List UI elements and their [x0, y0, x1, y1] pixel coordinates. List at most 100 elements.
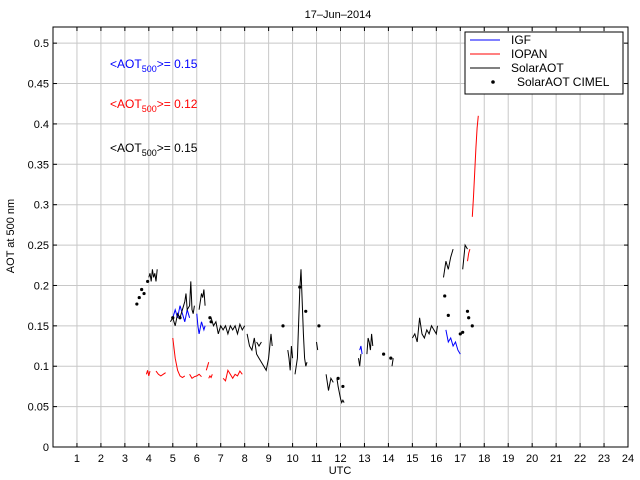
y-tick-label: 0.45 [28, 79, 49, 91]
y-axis-label: AOT at 500 nm [5, 199, 17, 273]
igf-line-segment [172, 305, 191, 322]
x-tick-label: 11 [311, 453, 322, 465]
x-tick-label: 8 [242, 453, 248, 465]
x-axis-ticks: 1 2 3 4 5 6 7 8 9 10 11 12 13 14 15 16 17 18 19 20 21 22 23 24 [74, 27, 634, 465]
solaraot-line-segment [316, 341, 319, 351]
annotation-suffix: >= 0.15 [157, 141, 198, 155]
y-tick-label: 0.3 [34, 200, 49, 212]
annotation-suffix: >= 0.12 [157, 97, 198, 111]
x-tick-label: 15 [406, 453, 418, 465]
x-tick-label: 23 [598, 453, 610, 465]
solaraot-cimel-point [317, 324, 321, 328]
solaraot-cimel-point [209, 320, 213, 324]
solaraot-cimel-point [142, 291, 146, 296]
solaraot-cimel-point [470, 324, 474, 328]
solaraot-cimel-point [458, 332, 462, 336]
solaraot-line-segment [336, 378, 345, 404]
solaraot-cimel-point [140, 287, 144, 292]
solaraot-line-segment [169, 281, 195, 326]
x-tick-label: 12 [334, 453, 346, 465]
annotation-prefix: <AOT [110, 57, 142, 71]
legend-label-igf: IGF [511, 33, 531, 47]
annotation-subscript: 500 [142, 64, 157, 74]
x-tick-label: 17 [454, 453, 466, 465]
y-tick-label: 0 [43, 442, 49, 454]
y-tick-label: 0.35 [28, 159, 49, 171]
solaraot-line-segment [366, 333, 374, 355]
x-tick-label: 24 [622, 453, 634, 465]
x-tick-label: 2 [98, 453, 104, 465]
solaraot-cimel-point [137, 295, 141, 300]
legend-swatch-solaraot-cimel [491, 80, 495, 84]
x-tick-label: 20 [526, 453, 538, 465]
legend-box [464, 31, 624, 95]
y-tick-label: 0.1 [34, 361, 49, 373]
solaraot-cimel-point [146, 279, 150, 284]
series-iopan [145, 115, 479, 382]
solaraot-line-segment [256, 341, 262, 347]
x-tick-label: 7 [218, 453, 224, 465]
igf-line-segment [196, 313, 206, 334]
x-tick-label: 19 [502, 453, 514, 465]
iopan-line-segment [205, 362, 210, 371]
igf-line-segment [445, 329, 461, 355]
x-tick-label: 5 [170, 453, 176, 465]
solaraot-cimel-point [171, 316, 175, 320]
legend-label-iopan: IOPAN [511, 47, 547, 61]
solaraot-cimel-point [467, 316, 471, 320]
solaraot-cimel-point [336, 376, 340, 380]
x-tick-label: 22 [574, 453, 586, 465]
annotation-group: <AOT500>= 0.15<AOT500>= 0.12<AOT500>= 0.… [110, 57, 198, 158]
solaraot-line-segment [325, 374, 334, 391]
iopan-line-segment [189, 373, 202, 380]
annotation-suffix: >= 0.15 [157, 57, 198, 71]
solaraot-line-segment [391, 358, 394, 367]
solaraot-cimel-point [208, 316, 212, 320]
solaraot-line-segment [287, 345, 294, 371]
solaraot-line-segment [210, 317, 246, 336]
solaraot-line-segment [148, 269, 158, 282]
iopan-line-segment [467, 248, 471, 262]
iopan-line-segment [222, 368, 243, 382]
y-tick-label: 0.4 [34, 119, 49, 131]
aot-mean-annotation: <AOT500>= 0.15 [110, 141, 198, 158]
series-solaraot [148, 243, 468, 404]
x-tick-label: 14 [382, 453, 394, 465]
solaraot-line-segment [358, 354, 362, 367]
x-tick-label: 21 [550, 453, 562, 465]
series-layer [135, 115, 479, 404]
x-tick-label: 4 [146, 453, 152, 465]
solaraot-cimel-point [461, 330, 465, 334]
solaraot-line-segment [411, 317, 438, 343]
y-axis-ticks: 0 0.05 0.1 0.15 0.2 0.25 0.3 0.35 0.4 0.45 0.5 [28, 38, 628, 454]
series-solaraot-cimel [135, 279, 474, 389]
aot-mean-annotation: <AOT500>= 0.15 [110, 57, 198, 74]
iopan-line-segment [471, 115, 479, 217]
y-tick-label: 0.05 [28, 402, 49, 414]
solaraot-cimel-point [465, 309, 470, 313]
iopan-line-segment [155, 370, 166, 377]
x-axis-label: UTC [329, 465, 352, 477]
aot-mean-annotation: <AOT500>= 0.12 [110, 97, 198, 114]
annotation-subscript: 500 [142, 148, 157, 158]
iopan-line-segment [208, 374, 213, 379]
x-tick-label: 13 [358, 453, 370, 465]
series-igf [172, 305, 461, 355]
iopan-line-segment [145, 370, 151, 377]
iopan-line-segment [172, 337, 186, 379]
legend-label-solaraot: SolarAOT [511, 61, 564, 75]
solaraot-line-segment [462, 243, 468, 270]
y-tick-label: 0.2 [34, 280, 49, 292]
solaraot-cimel-point [304, 309, 308, 313]
annotation-prefix: <AOT [110, 141, 142, 155]
x-tick-label: 1 [74, 453, 80, 465]
solaraot-line-segment [294, 269, 308, 375]
y-tick-label: 0.25 [28, 240, 49, 252]
y-tick-label: 0.5 [34, 38, 49, 50]
x-tick-label: 10 [286, 453, 298, 465]
solaraot-cimel-point [446, 313, 450, 317]
x-tick-label: 6 [194, 453, 200, 465]
solaraot-cimel-point [135, 302, 139, 306]
